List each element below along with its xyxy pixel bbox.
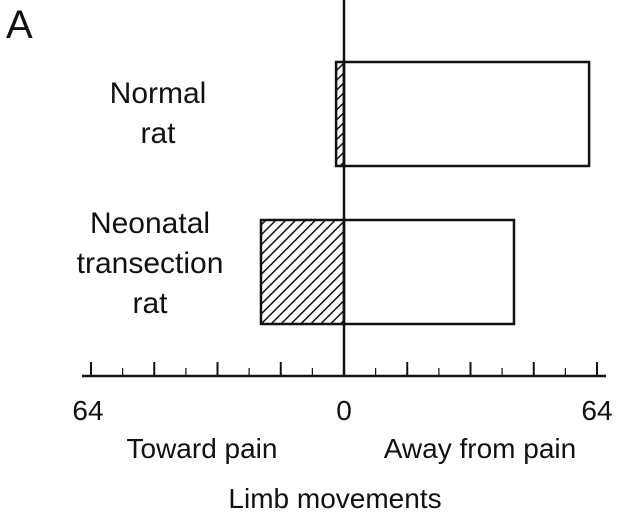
direction-label-away: Away from pain (384, 433, 576, 464)
category-label-1-line-1: Normal (110, 77, 207, 110)
x-axis-title: Limb movements (228, 483, 441, 514)
category-label-2-line-3: rat (132, 287, 168, 320)
category-labels: Normal rat Neonatal transection rat (77, 77, 224, 320)
category-label-2-line-1: Neonatal (90, 207, 210, 240)
x-axis-ticks (90, 362, 598, 376)
bars (259, 60, 591, 326)
panel-label: A (6, 3, 33, 47)
bar-toward-pain-2 (259, 218, 346, 326)
tick-label-right: 64 (581, 395, 612, 426)
category-label-1-line-2: rat (140, 117, 176, 150)
bar-away-from-pain-2 (342, 218, 516, 326)
tick-label-zero: 0 (336, 395, 352, 426)
direction-label-toward: Toward pain (127, 433, 278, 464)
tick-label-left: 64 (72, 395, 103, 426)
category-label-2-line-2: transection (77, 247, 224, 280)
bar-away-from-pain-1 (342, 60, 591, 168)
